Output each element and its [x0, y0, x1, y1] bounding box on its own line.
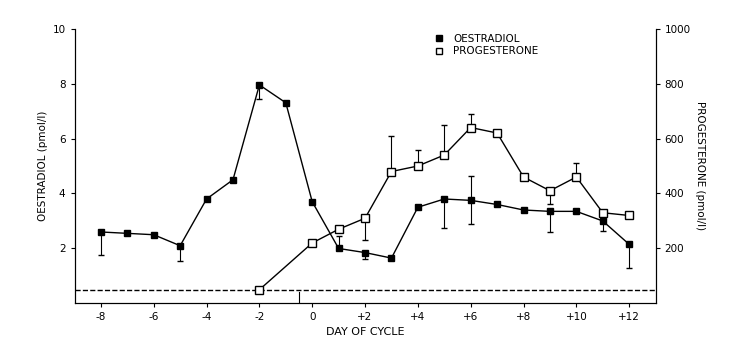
- X-axis label: DAY OF CYCLE: DAY OF CYCLE: [326, 327, 405, 337]
- Legend: OESTRADIOL, PROGESTERONE: OESTRADIOL, PROGESTERONE: [428, 34, 539, 56]
- Y-axis label: OESTRADIOL (pmol/l): OESTRADIOL (pmol/l): [38, 111, 48, 221]
- Y-axis label: PROGESTERONE (pmol/l): PROGESTERONE (pmol/l): [694, 101, 705, 231]
